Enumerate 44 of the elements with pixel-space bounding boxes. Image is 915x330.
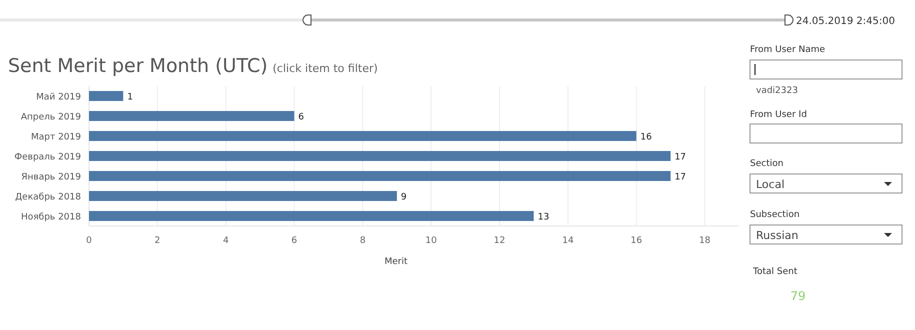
y-tick-label: Март 2019 <box>30 132 82 142</box>
x-tick-label: 6 <box>291 236 298 246</box>
text: vadi2323 <box>756 86 798 96</box>
text: Total Sent <box>752 267 798 277</box>
y-tick-label: Февраль 2019 <box>14 152 82 162</box>
data-label: 17 <box>674 172 686 182</box>
text: 24.05.2019 2:45:00 <box>796 16 895 27</box>
x-tick-label: 18 <box>699 236 711 246</box>
text: Russian <box>756 229 798 242</box>
x-axis-title: Merit <box>384 257 408 267</box>
x-tick-label: 12 <box>494 236 506 246</box>
bar <box>89 211 534 221</box>
chart-title: Sent Merit per Month (UTC) <box>8 55 268 77</box>
text: Section <box>750 159 784 169</box>
y-tick-label: Январь 2019 <box>21 172 82 182</box>
y-tick-label: Апрель 2019 <box>20 112 82 122</box>
data-label: 17 <box>674 152 686 162</box>
data-label: 16 <box>640 132 652 142</box>
y-tick-label: Май 2019 <box>36 92 82 102</box>
bar <box>89 171 671 181</box>
bar <box>89 91 124 101</box>
bar <box>89 131 636 141</box>
text: Local <box>756 178 785 191</box>
x-tick-label: 0 <box>86 236 92 246</box>
chart-subtitle: (click item to filter) <box>272 62 378 75</box>
text: From User Name <box>750 45 826 55</box>
bar <box>89 111 294 121</box>
x-tick-label: 14 <box>562 236 574 246</box>
bar <box>89 151 671 161</box>
y-tick-label: Ноябрь 2018 <box>20 212 82 222</box>
text: 79 <box>790 289 806 303</box>
x-tick-label: 2 <box>154 236 160 246</box>
y-tick-label: Декабрь 2018 <box>15 192 82 202</box>
text: From User Id <box>750 110 807 120</box>
text: Subsection <box>750 210 800 220</box>
x-tick-label: 10 <box>425 236 438 246</box>
data-label: 9 <box>400 192 407 202</box>
x-tick-label: 8 <box>360 236 366 246</box>
x-tick-label: 4 <box>222 236 229 246</box>
bar <box>89 191 397 201</box>
x-tick-label: 16 <box>630 236 642 246</box>
data-label: 6 <box>298 112 304 122</box>
data-label: 1 <box>127 92 133 102</box>
data-label: 13 <box>538 212 550 222</box>
